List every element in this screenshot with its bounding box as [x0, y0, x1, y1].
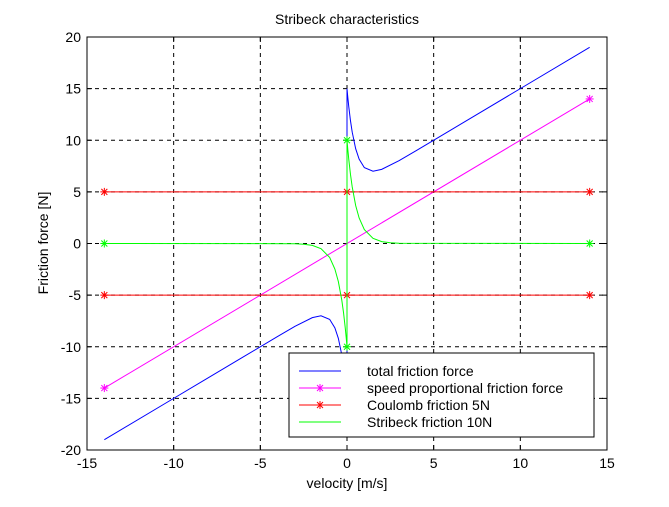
data-point-marker [343, 136, 351, 145]
legend-marker [316, 384, 324, 392]
star-stroke [586, 95, 594, 103]
x-tick-label: -15 [77, 455, 97, 471]
data-point-marker [585, 94, 594, 103]
star-stroke [586, 291, 594, 299]
star-stroke [586, 188, 594, 196]
y-tick-label: 15 [65, 81, 81, 97]
legend-box [288, 352, 595, 438]
y-tick-label: 0 [73, 236, 81, 252]
x-tick-label: 0 [343, 455, 351, 471]
data-point-marker [100, 384, 109, 393]
legend-entry: speed proportional friction force [367, 380, 563, 396]
star-stroke [100, 240, 108, 247]
star-stroke [343, 136, 351, 144]
x-tick-label: 15 [599, 455, 615, 471]
y-tick-label: 10 [65, 132, 81, 148]
stribeck-friction-10n-line [104, 140, 590, 347]
y-tick-label: -5 [69, 287, 82, 303]
star-stroke [343, 343, 351, 351]
star-stroke [316, 401, 324, 409]
y-tick-label: 20 [65, 29, 81, 45]
star-stroke [100, 188, 108, 196]
data-point-marker [585, 239, 594, 248]
legend-marker [316, 401, 324, 409]
y-tick-label: -10 [61, 339, 81, 355]
data-point-marker [585, 187, 594, 196]
legend-entry: total friction force [367, 363, 474, 379]
y-tick-label: -15 [61, 390, 81, 406]
x-tick-label: 5 [430, 455, 438, 471]
legend-entry: Stribeck friction 10N [367, 414, 492, 430]
legend-entry: Coulomb friction 5N [367, 397, 490, 413]
data-point-marker [585, 291, 594, 300]
data-point-marker [100, 291, 109, 300]
x-tick-label: -5 [254, 455, 267, 471]
x-axis-label: velocity [m/s] [307, 475, 388, 491]
y-axis-label: Friction force [N] [35, 192, 51, 295]
y-tick-label: -20 [61, 442, 81, 458]
y-tick-label: 5 [73, 184, 81, 200]
chart-title: Stribeck characteristics [275, 11, 419, 27]
x-tick-label: -10 [164, 455, 184, 471]
star-stroke [586, 240, 594, 247]
data-point-marker [100, 187, 109, 196]
plot-lines [100, 46, 594, 441]
star-stroke [100, 291, 108, 299]
data-point-marker [343, 342, 351, 351]
star-stroke [316, 384, 324, 392]
star-stroke [100, 384, 108, 392]
data-point-marker [100, 239, 109, 248]
x-tick-label: 10 [513, 455, 529, 471]
